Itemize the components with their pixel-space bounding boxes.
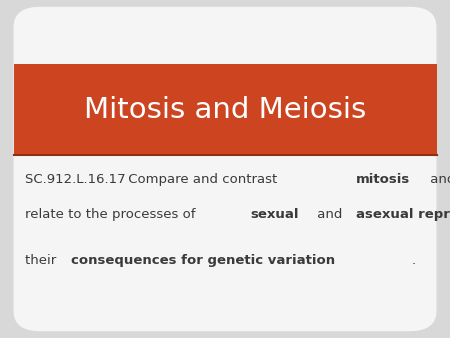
Text: SC.912.L.16.17 Compare and contrast: SC.912.L.16.17 Compare and contrast [25,172,281,186]
Text: sexual: sexual [250,208,299,221]
Text: and: and [426,172,450,186]
Text: and: and [313,208,346,221]
Text: their: their [25,254,60,267]
Text: asexual reproduction: asexual reproduction [356,208,450,221]
Text: .: . [411,254,415,267]
Text: mitosis: mitosis [356,172,410,186]
Bar [14,64,436,155]
FancyBboxPatch shape [14,7,436,331]
Text: Mitosis and Meiosis: Mitosis and Meiosis [84,96,366,124]
Text: consequences for genetic variation: consequences for genetic variation [71,254,335,267]
Text: relate to the processes of: relate to the processes of [25,208,199,221]
